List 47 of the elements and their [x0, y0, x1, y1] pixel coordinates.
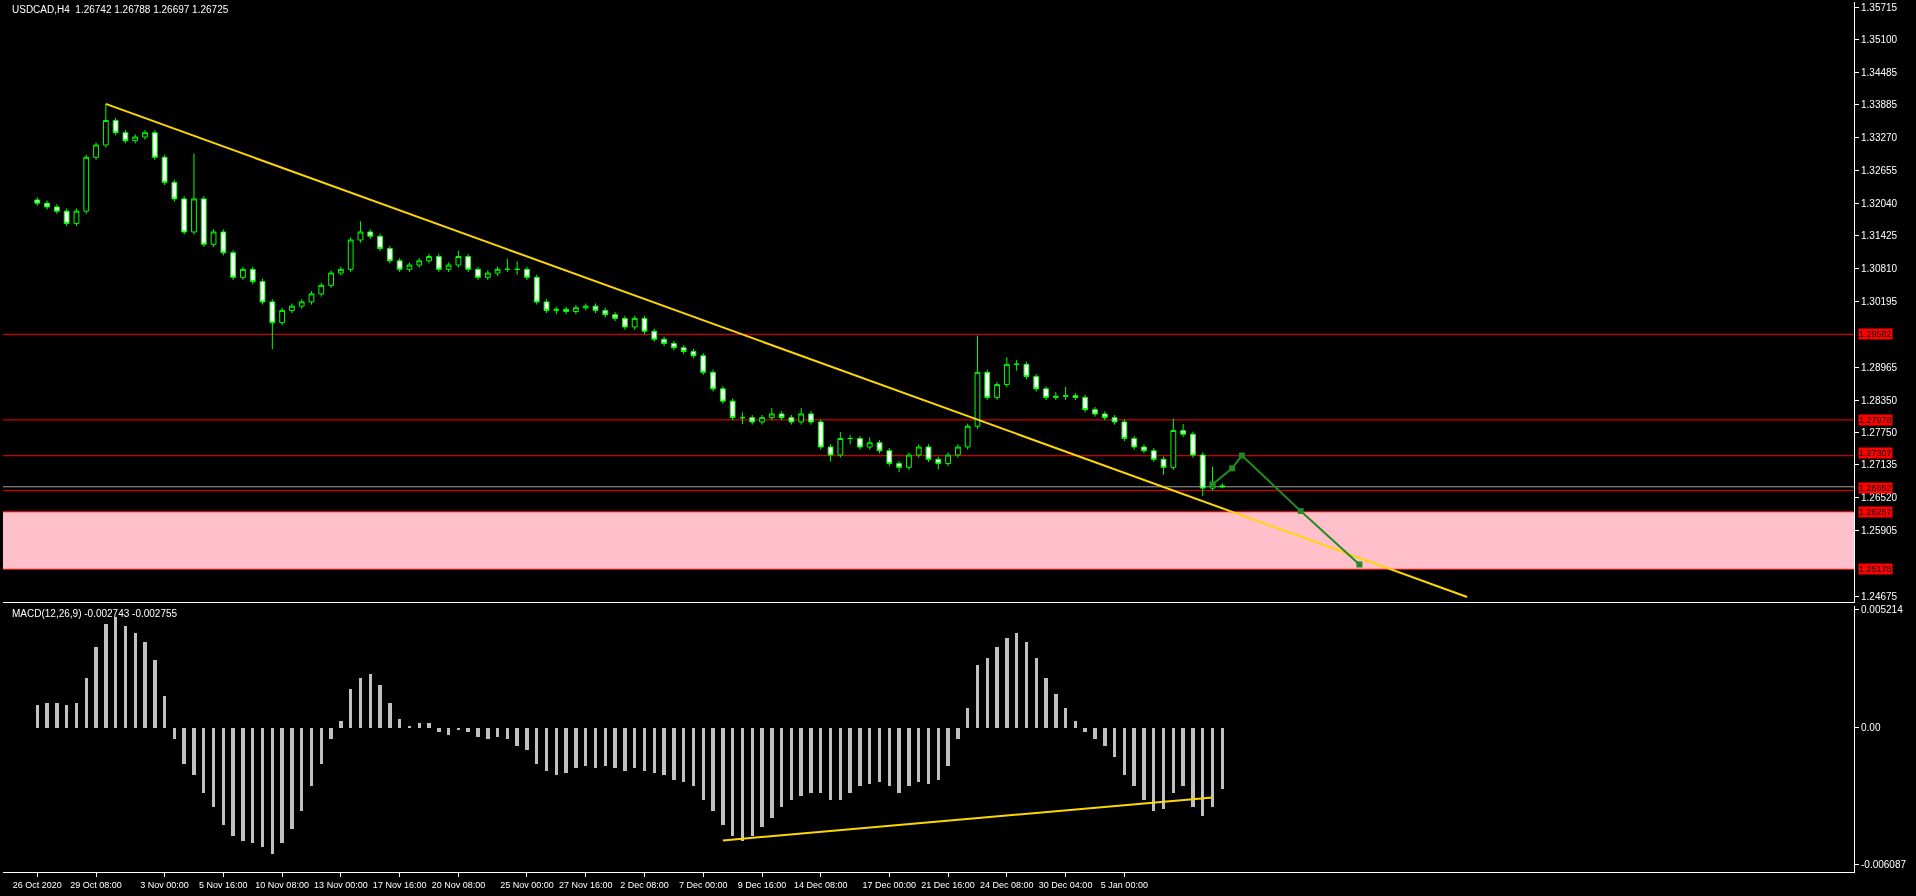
x-tick-label: 21 Dec 16:00 — [921, 879, 975, 890]
x-tick-label: 5 Nov 16:00 — [199, 879, 248, 890]
x-tick-label: 17 Dec 00:00 — [862, 879, 917, 890]
chart-title: USDCAD,H4 1.26742 1.26788 1.26697 1.26725 — [12, 4, 229, 15]
x-tick-label: 26 Oct 2020 — [12, 879, 62, 890]
x-tick-label: 17 Nov 16:00 — [372, 879, 427, 890]
y-tick-label: 0.00 — [1861, 722, 1881, 734]
y-tick-label: 1.34485 — [1861, 67, 1898, 79]
x-tick-label: 27 Nov 16:00 — [558, 879, 613, 890]
y-tick-label: 1.30195 — [1861, 296, 1898, 308]
x-tick-label: 14 Dec 08:00 — [794, 879, 848, 890]
x-tick-label: 2 Dec 08:00 — [620, 879, 669, 890]
y-tick-label: 1.32040 — [1861, 197, 1898, 209]
y-tick-label: 1.25905 — [1861, 525, 1898, 537]
y-tick-label: 1.32655 — [1861, 164, 1898, 176]
ref-line-label: 1.25178 — [1859, 564, 1892, 574]
ref-line-label: 1.26652 — [1859, 483, 1892, 493]
y-tick-label: 1.27135 — [1861, 459, 1898, 471]
y-tick-label: 0.005214 — [1861, 604, 1904, 616]
x-tick-label: 30 Dec 04:00 — [1038, 879, 1093, 890]
x-tick-label: 3 Nov 00:00 — [140, 879, 189, 890]
x-tick-label: 5 Jan 00:00 — [1100, 879, 1148, 890]
y-tick-label: 1.33270 — [1861, 132, 1898, 144]
x-tick-label: 24 Dec 08:00 — [980, 879, 1034, 890]
ref-line-label: 1.27978 — [1859, 415, 1892, 425]
x-tick-label: 25 Nov 00:00 — [500, 879, 554, 890]
y-tick-label: 1.33885 — [1861, 99, 1898, 111]
ref-line-label: 1.27307 — [1859, 448, 1892, 458]
x-tick-label: 29 Oct 08:00 — [70, 879, 122, 890]
y-tick-label: 1.28965 — [1861, 361, 1898, 373]
x-tick-label: 9 Dec 16:00 — [737, 879, 787, 890]
x-tick-label: 7 Dec 00:00 — [678, 879, 728, 890]
y-tick-label: 1.31425 — [1861, 230, 1898, 242]
y-tick-label: 1.35715 — [1861, 1, 1898, 13]
y-tick-label: 1.24675 — [1861, 590, 1898, 602]
ref-line-label: 1.29582 — [1859, 329, 1892, 339]
x-tick-label: 13 Nov 00:00 — [314, 879, 368, 890]
y-tick-label: 1.28350 — [1861, 394, 1898, 406]
x-tick-label: 10 Nov 08:00 — [255, 879, 309, 890]
ref-line-label: 1.26257 — [1859, 507, 1892, 517]
y-tick-label: 1.26520 — [1861, 492, 1898, 504]
x-tick-label: 20 Nov 08:00 — [431, 879, 486, 890]
y-tick-label: -0.006087 — [1861, 859, 1907, 871]
chart-title: MACD(12,26,9) -0.002743 -0.002755 — [12, 608, 178, 619]
y-tick-label: 1.35100 — [1861, 34, 1898, 46]
y-tick-label: 1.27750 — [1861, 426, 1898, 438]
y-tick-label: 1.30810 — [1861, 263, 1898, 275]
